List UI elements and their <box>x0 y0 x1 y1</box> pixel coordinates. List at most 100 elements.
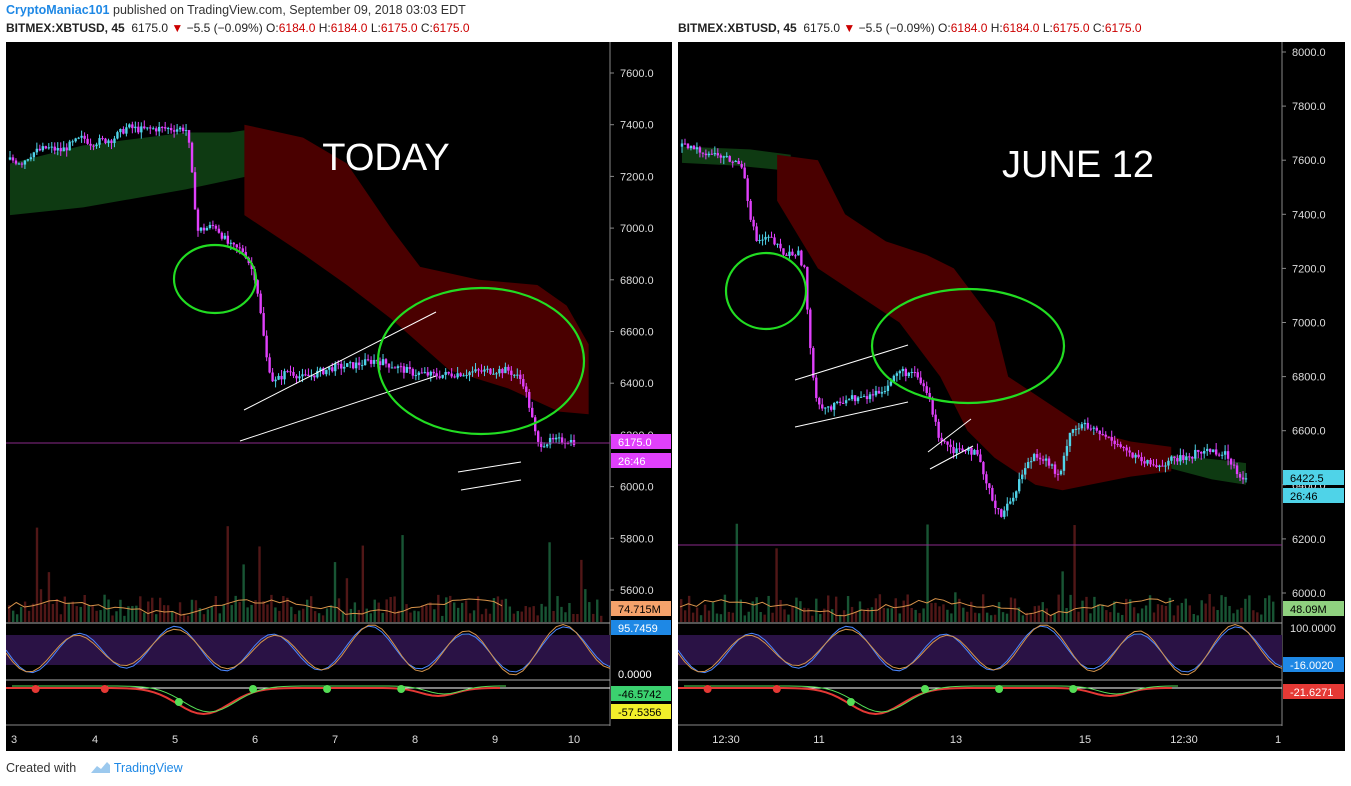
candle-body <box>360 365 364 367</box>
chart-svg-right[interactable]: JUNE 12 8000.0 7800.0 7600.0 7400.0 7200.0 700… <box>678 42 1345 751</box>
symbol-name: BITMEX:XBTUSD, 45 <box>6 21 125 35</box>
candle-body <box>104 138 107 144</box>
volume-bar <box>210 606 214 622</box>
candle-body <box>322 368 325 375</box>
candle-body <box>166 128 170 130</box>
volume-bar <box>353 602 357 622</box>
candle-body <box>925 386 928 393</box>
channel-line <box>794 344 909 381</box>
volume-bar <box>294 614 297 622</box>
candle-body <box>1226 451 1230 459</box>
tradingview-cloud-icon[interactable] <box>87 760 111 774</box>
chart-panel-left[interactable]: TODAY 7600.0 7400.0 7200.0 7000.0 6800.0 6600.… <box>6 42 672 751</box>
candle-body <box>1161 465 1164 467</box>
candle-body <box>803 265 806 267</box>
candle-body <box>976 449 979 455</box>
candle-body <box>737 161 740 165</box>
candle-body <box>259 293 262 314</box>
volume-bar <box>838 614 842 622</box>
author-link[interactable]: CryptoManiac101 <box>6 3 110 17</box>
volume-bar <box>421 605 424 622</box>
candle-body <box>143 126 146 129</box>
candle-body <box>163 127 167 129</box>
y-tick-label: 7800.0 <box>1292 101 1326 113</box>
candle-body <box>516 374 519 376</box>
volume-bar <box>914 609 917 622</box>
stoch-top-label-bg <box>611 620 671 635</box>
highlight-circle <box>724 251 808 331</box>
volume-bar <box>270 594 273 622</box>
volume-bar <box>151 597 154 622</box>
candle-body <box>913 372 916 374</box>
candle-body <box>528 391 531 408</box>
chart-panel-right[interactable]: JUNE 12 8000.0 7800.0 7600.0 7400.0 7200.0 700… <box>678 42 1345 751</box>
candle-body <box>465 375 468 377</box>
candle-body <box>830 406 833 410</box>
volume-bar <box>588 602 591 622</box>
candle-body <box>181 127 185 132</box>
candle-body <box>423 372 426 374</box>
candle-body <box>525 386 528 392</box>
volume-bar <box>556 596 559 622</box>
volume-bar <box>1244 598 1247 622</box>
last-price-label-bg <box>1283 470 1344 485</box>
candle-body <box>295 375 298 379</box>
volume-bar <box>930 603 933 622</box>
candle-body <box>71 141 74 143</box>
volume-bar <box>946 609 949 622</box>
candle-body <box>1018 479 1021 492</box>
volume-bar <box>333 562 337 622</box>
candle-body <box>74 138 77 142</box>
highlight-circle <box>376 286 586 436</box>
candle-body <box>785 254 788 256</box>
volume-bar <box>1101 604 1104 622</box>
candle-body <box>351 362 355 369</box>
candle-body <box>964 450 967 452</box>
candle-body <box>1071 429 1075 433</box>
candle-body <box>444 371 447 375</box>
y-tick-label: 7600.0 <box>620 68 654 80</box>
candle-body <box>773 237 776 245</box>
volume-bar <box>504 598 508 622</box>
candle-body <box>289 371 292 373</box>
macd-cross-dot <box>703 685 712 693</box>
candle-body <box>1179 455 1182 462</box>
candle-body <box>770 236 773 238</box>
last-price-text: 6175.0 <box>803 21 841 35</box>
ohlc-low-value: 6175.0 <box>380 21 418 35</box>
candle-body <box>1047 458 1051 466</box>
candle-body <box>1167 460 1170 466</box>
stoch-k-line <box>6 625 611 674</box>
chart-svg-left[interactable]: TODAY 7600.0 7400.0 7200.0 7000.0 6800.0 6600.… <box>6 42 672 751</box>
volume-bar <box>827 595 830 622</box>
candle-body <box>734 161 737 163</box>
volume-bar <box>711 601 715 622</box>
channel-line <box>794 401 909 428</box>
volume-bar <box>95 610 98 622</box>
candle-body <box>429 371 432 376</box>
volume-bar <box>719 614 723 622</box>
volume-bar <box>528 607 531 622</box>
down-arrow-icon: ▼ <box>171 21 184 35</box>
tradingview-link[interactable]: TradingView <box>113 761 183 775</box>
volume-bar <box>1113 601 1116 622</box>
candle-body <box>545 444 549 447</box>
volume-bar <box>429 602 432 622</box>
volume-bar <box>894 598 897 622</box>
volume-bar <box>274 607 277 622</box>
volume-bar <box>819 614 822 622</box>
candle-body <box>474 369 477 372</box>
stoch-top-label: 100.0000 <box>1290 623 1336 635</box>
candle-body <box>692 145 696 150</box>
volume-bar <box>989 615 993 622</box>
stoch-bottom-label: 0.0000 <box>618 669 652 681</box>
stoch-d-line <box>678 624 1283 676</box>
volume-bar <box>524 606 527 622</box>
candle-body <box>417 372 421 376</box>
candle-body <box>14 160 18 164</box>
candle-body <box>1083 422 1087 425</box>
volume-bar <box>1216 610 1219 622</box>
candle-body <box>101 138 104 140</box>
candle-body <box>791 251 794 256</box>
candle-body <box>119 129 122 133</box>
